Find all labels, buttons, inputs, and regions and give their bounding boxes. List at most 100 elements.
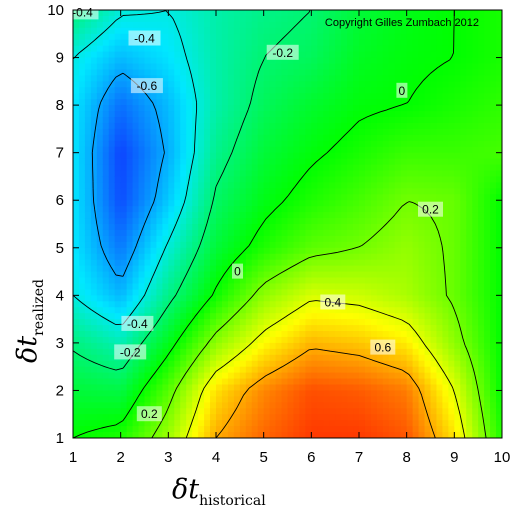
heatmap-cell xyxy=(442,229,450,237)
heatmap-cell xyxy=(204,176,211,184)
heatmap-cell xyxy=(442,426,450,433)
heatmap-cell xyxy=(221,170,229,178)
heatmap-cell xyxy=(412,295,420,302)
heatmap-cell xyxy=(424,81,432,88)
heatmap-cell xyxy=(174,265,181,273)
heatmap-cell xyxy=(263,188,271,195)
heatmap-cell xyxy=(376,69,384,77)
heatmap-cell xyxy=(78,241,86,249)
heatmap-cell xyxy=(484,152,491,160)
heatmap-cell xyxy=(204,247,211,255)
heatmap-cell xyxy=(293,289,301,297)
heatmap-cell xyxy=(275,164,283,172)
heatmap-cell xyxy=(454,319,461,326)
heatmap-cell xyxy=(210,426,217,433)
heatmap-cell xyxy=(305,15,313,23)
heatmap-cell xyxy=(204,432,211,438)
heatmap-cell xyxy=(198,15,205,23)
heatmap-cell xyxy=(227,69,235,77)
heatmap-cell xyxy=(364,57,372,65)
heatmap-cell xyxy=(341,307,348,314)
heatmap-cell xyxy=(281,241,289,249)
heatmap-cell xyxy=(275,218,283,225)
heatmap-cell xyxy=(73,426,80,433)
heatmap-cell xyxy=(400,224,408,231)
heatmap-cell xyxy=(96,117,104,124)
heatmap-cell xyxy=(376,224,384,231)
heatmap-cell xyxy=(239,134,247,142)
heatmap-cell xyxy=(73,134,80,142)
heatmap-cell xyxy=(323,396,330,404)
heatmap-cell xyxy=(233,27,241,35)
heatmap-cell xyxy=(382,188,390,195)
heatmap-cell xyxy=(251,384,259,392)
heatmap-cell xyxy=(293,57,301,65)
heatmap-cell xyxy=(192,354,199,362)
heatmap-cell xyxy=(108,170,116,178)
heatmap-cell xyxy=(150,265,158,273)
heatmap-cell xyxy=(311,295,318,302)
heatmap-cell xyxy=(275,140,283,148)
heatmap-cell xyxy=(162,69,170,77)
heatmap-cell xyxy=(168,301,175,308)
heatmap-cell xyxy=(192,146,199,154)
heatmap-cell xyxy=(311,378,318,386)
heatmap-cell xyxy=(406,420,414,427)
heatmap-cell xyxy=(162,336,170,344)
heatmap-cell xyxy=(245,75,253,83)
heatmap-cell xyxy=(216,289,223,297)
heatmap-cell xyxy=(388,307,396,314)
heatmap-cell xyxy=(364,259,372,267)
heatmap-cell xyxy=(299,206,307,213)
heatmap-cell xyxy=(418,63,426,71)
heatmap-cell xyxy=(78,325,86,332)
heatmap-cell xyxy=(168,81,175,88)
heatmap-cell xyxy=(90,331,98,338)
heatmap-cell xyxy=(448,390,456,398)
heatmap-cell xyxy=(90,265,98,273)
heatmap-cell xyxy=(406,247,414,255)
heatmap-cell xyxy=(454,348,461,356)
heatmap-cell xyxy=(263,354,271,362)
heatmap-cell xyxy=(73,45,80,53)
heatmap-cell xyxy=(186,158,193,166)
heatmap-cell xyxy=(412,200,420,207)
heatmap-cell xyxy=(364,325,372,332)
heatmap-cell xyxy=(210,206,217,213)
heatmap-cell xyxy=(287,384,295,392)
heatmap-cell xyxy=(329,75,336,83)
heatmap-cell xyxy=(317,39,324,47)
heatmap-cell xyxy=(102,21,110,29)
heatmap-cell xyxy=(406,277,414,285)
heatmap-cell xyxy=(359,27,366,35)
heatmap-cell xyxy=(448,336,456,344)
heatmap-cell xyxy=(204,105,211,112)
heatmap-cell xyxy=(257,69,265,77)
heatmap-cell xyxy=(90,182,98,190)
heatmap-cell xyxy=(84,45,92,53)
heatmap-cell xyxy=(311,164,318,172)
heatmap-cell xyxy=(329,33,336,41)
heatmap-cell xyxy=(400,122,408,130)
heatmap-cell xyxy=(90,325,98,332)
heatmap-cell xyxy=(221,396,229,404)
heatmap-cell xyxy=(108,354,116,362)
heatmap-cell xyxy=(329,247,336,255)
heatmap-cell xyxy=(305,289,313,297)
heatmap-cell xyxy=(233,402,241,409)
heatmap-cell xyxy=(353,360,360,368)
heatmap-cell xyxy=(317,51,324,59)
heatmap-cell xyxy=(317,69,324,77)
heatmap-cell xyxy=(442,313,450,320)
heatmap-cell xyxy=(90,319,98,326)
heatmap-cell xyxy=(239,235,247,243)
heatmap-cell xyxy=(281,27,289,35)
heatmap-cell xyxy=(400,325,408,332)
heatmap-cell xyxy=(233,51,241,59)
heatmap-cell xyxy=(132,283,140,291)
heatmap-cell xyxy=(382,432,390,438)
heatmap-cell xyxy=(317,366,324,374)
heatmap-cell xyxy=(460,182,467,190)
heatmap-cell xyxy=(96,325,104,332)
heatmap-cell xyxy=(323,45,330,53)
